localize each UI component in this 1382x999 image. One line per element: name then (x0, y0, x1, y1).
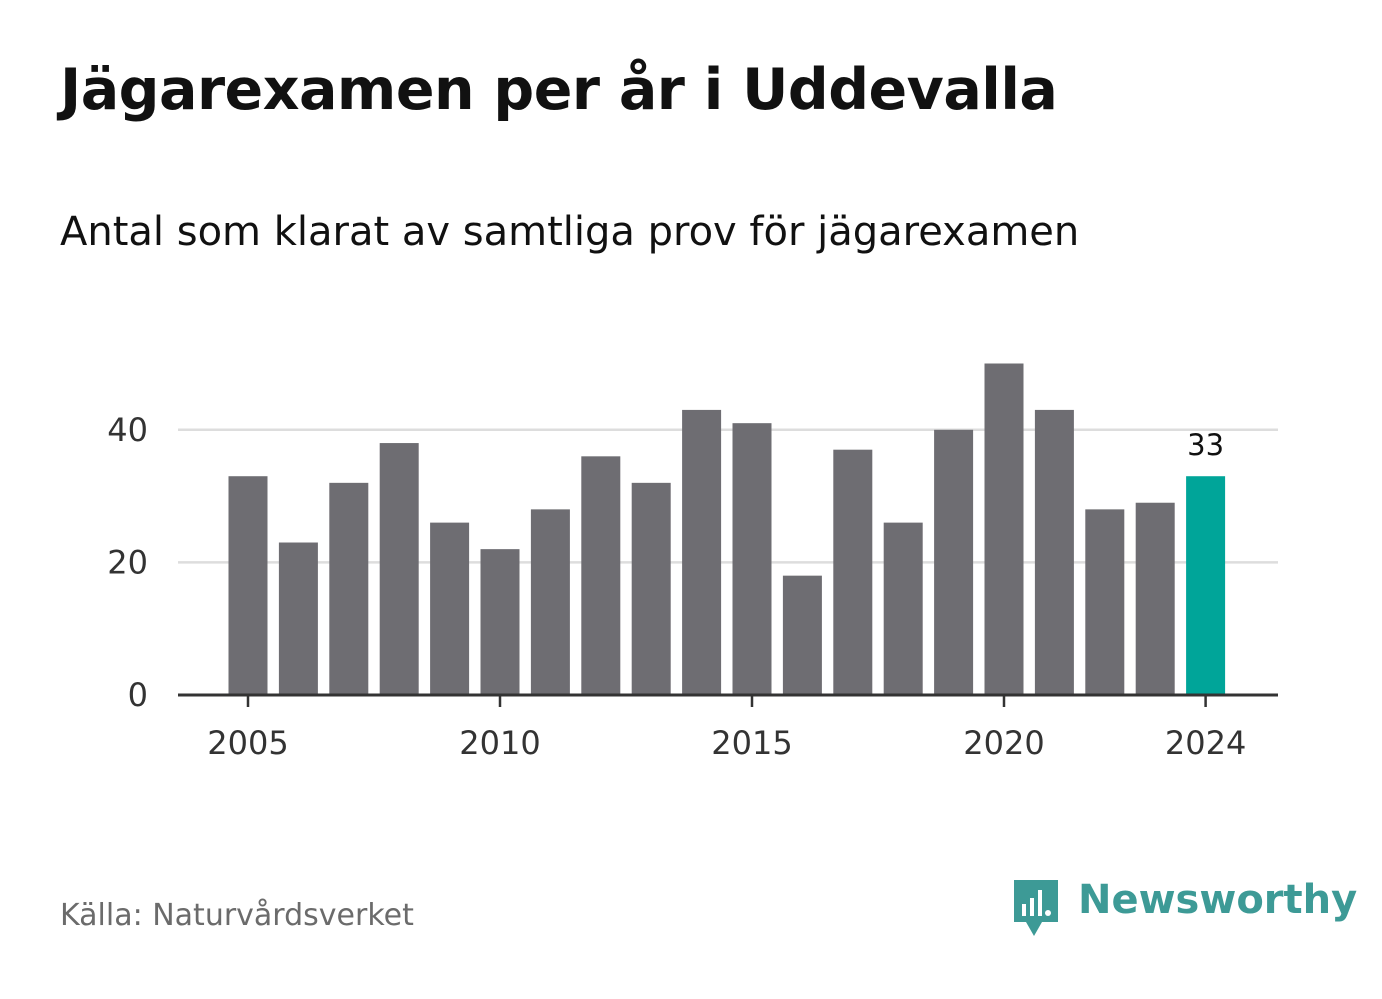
bar-2005 (228, 476, 268, 695)
bar-2014 (682, 409, 722, 695)
chart-subtitle: Antal som klarat av samtliga prov för jä… (60, 209, 1080, 255)
bar-2008 (379, 443, 419, 695)
bar-2007 (329, 482, 369, 695)
y-tick-label: 20 (107, 543, 148, 581)
x-tick-label: 2015 (711, 724, 792, 762)
bar-2011 (530, 509, 570, 695)
x-tick-label: 2005 (207, 724, 288, 762)
source-note: Källa: Naturvårdsverket (60, 898, 414, 933)
bar-2021 (1034, 409, 1074, 695)
bar-2020 (984, 363, 1024, 695)
brand-name: Newsworthy (1078, 877, 1358, 923)
bar-2006 (278, 542, 318, 695)
bar-2010 (480, 549, 520, 695)
bar-2013 (631, 482, 671, 695)
bar-2016 (782, 575, 822, 695)
bar-2019 (934, 429, 974, 695)
y-tick-label: 40 (107, 411, 148, 449)
x-tick-label: 2024 (1165, 724, 1246, 762)
bar-2017 (833, 449, 873, 695)
bar-2009 (430, 522, 470, 695)
y-tick-label: 0 (128, 676, 148, 714)
x-tick-label: 2020 (963, 724, 1044, 762)
bars (228, 363, 1226, 695)
bar-chart: 0 20 40 2005 2010 2015 2020 2024 33 (107, 363, 1278, 762)
bar-2015 (732, 423, 772, 695)
labels: 0 20 40 2005 2010 2015 2020 2024 33 (107, 411, 1246, 762)
bar-2022 (1085, 509, 1125, 695)
bar-2023 (1135, 502, 1175, 695)
data-label: 33 (1187, 428, 1224, 462)
brand-block: Newsworthy (1010, 878, 1357, 940)
bar-2024 (1186, 476, 1226, 695)
x-tick-label: 2010 (459, 724, 540, 762)
bar-2012 (581, 456, 621, 695)
bar-2018 (883, 522, 923, 695)
newsworthy-logo-icon (1014, 880, 1058, 936)
chart-title: Jägarexamen per år i Uddevalla (60, 57, 1058, 123)
axes (178, 693, 1278, 707)
